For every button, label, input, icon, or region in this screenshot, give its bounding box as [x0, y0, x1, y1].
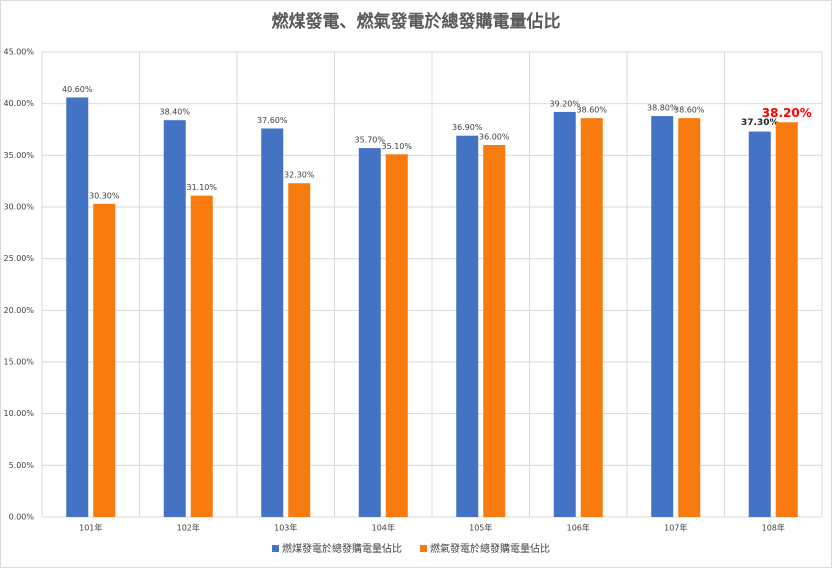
bar [385, 154, 408, 518]
x-tick-label: 107年 [664, 523, 687, 533]
x-tick-label: 104年 [372, 523, 395, 533]
y-tick-label: 20.00% [3, 306, 34, 315]
x-tick-label: 102年 [177, 523, 200, 533]
y-tick-label: 0.00% [9, 513, 35, 522]
y-tick-label: 35.00% [3, 151, 34, 160]
y-tick-label: 40.00% [3, 99, 34, 108]
x-tick-label: 105年 [469, 523, 492, 533]
bar [93, 203, 116, 517]
bar [261, 128, 284, 517]
data-label: 31.10% [186, 183, 217, 192]
data-label: 36.00% [479, 133, 510, 142]
bar [553, 111, 576, 517]
y-tick-label: 10.00% [3, 409, 34, 418]
bar [66, 97, 89, 517]
x-tick-label: 103年 [274, 523, 297, 533]
bar [678, 118, 701, 517]
legend-swatch [420, 545, 427, 552]
y-tick-label: 25.00% [3, 254, 34, 263]
data-label: 40.60% [62, 85, 93, 94]
legend-label: 燃氣發電於總發購電量佔比 [430, 542, 550, 555]
bar [483, 145, 506, 517]
bar [775, 122, 798, 518]
data-label: 37.60% [257, 116, 288, 125]
x-tick-label: 108年 [762, 523, 785, 533]
data-label: 38.80% [647, 104, 678, 113]
bar [651, 116, 674, 518]
y-tick-label: 15.00% [3, 358, 34, 367]
bar [456, 135, 479, 517]
y-tick-label: 30.00% [3, 203, 34, 212]
chart-title: 燃煤發電、燃氣發電於總發購電量佔比 [272, 11, 561, 32]
data-label: 38.20% [762, 106, 812, 120]
data-label: 35.70% [354, 136, 385, 145]
x-tick-label: 106年 [567, 523, 590, 533]
data-label: 32.30% [284, 171, 315, 180]
bar [288, 183, 311, 517]
bar [163, 120, 186, 517]
data-label: 35.10% [381, 142, 412, 151]
y-tick-label: 45.00% [3, 48, 34, 57]
data-label: 38.60% [576, 106, 607, 115]
data-label: 37.30% [741, 118, 779, 128]
data-label: 38.40% [159, 108, 190, 117]
y-tick-label: 5.00% [9, 461, 35, 470]
legend-swatch [272, 545, 279, 552]
bar [358, 148, 381, 517]
bar [748, 131, 771, 518]
legend-label: 燃煤發電於總發購電量佔比 [282, 542, 402, 555]
bar [190, 195, 213, 517]
data-label: 39.20% [549, 99, 580, 108]
data-label: 30.30% [89, 191, 120, 200]
data-label: 36.90% [452, 123, 483, 132]
x-tick-label: 101年 [79, 523, 102, 533]
bar [580, 118, 603, 517]
data-label: 38.60% [674, 106, 705, 115]
